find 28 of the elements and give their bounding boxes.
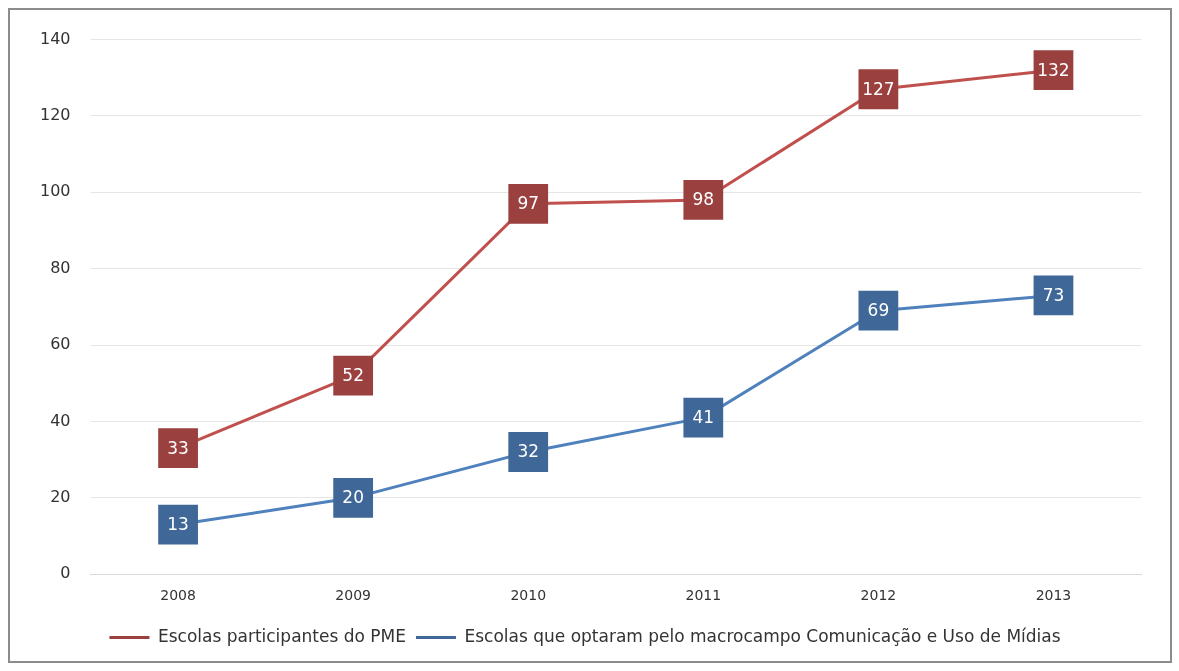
data-label: 98 [692, 189, 715, 210]
y-tick-label: 80 [50, 257, 71, 277]
legend-label: Escolas que optaram pelo macrocampo Comunicação e Uso de Mídias [464, 625, 1061, 646]
x-tick-label: 2009 [335, 587, 371, 604]
data-label: 132 [1037, 59, 1070, 80]
x-tick-label: 2013 [1035, 587, 1072, 604]
data-label: 73 [1042, 284, 1065, 305]
y-tick-label: 20 [50, 486, 71, 506]
y-tick-label: 100 [39, 181, 71, 201]
y-tick-label: 140 [39, 28, 71, 48]
data-label: 41 [692, 407, 715, 428]
y-tick-label: 120 [39, 105, 71, 125]
y-tick-label: 0 [60, 563, 71, 583]
x-tick-label: 2012 [860, 587, 897, 604]
legend-label: Escolas participantes do PME [157, 625, 406, 646]
data-label: 33 [167, 437, 189, 458]
x-tick-label: 2010 [510, 587, 547, 604]
data-label: 32 [517, 441, 540, 462]
x-tick-label: 2011 [685, 587, 722, 604]
data-label: 69 [867, 300, 890, 321]
data-label: 127 [862, 78, 895, 99]
x-tick-label: 2008 [160, 587, 196, 604]
y-tick-label: 40 [50, 410, 71, 430]
y-tick-label: 60 [50, 334, 71, 354]
data-label: 97 [517, 193, 540, 214]
data-label: 13 [167, 513, 189, 534]
data-label: 20 [342, 487, 364, 508]
data-label: 52 [342, 365, 364, 386]
